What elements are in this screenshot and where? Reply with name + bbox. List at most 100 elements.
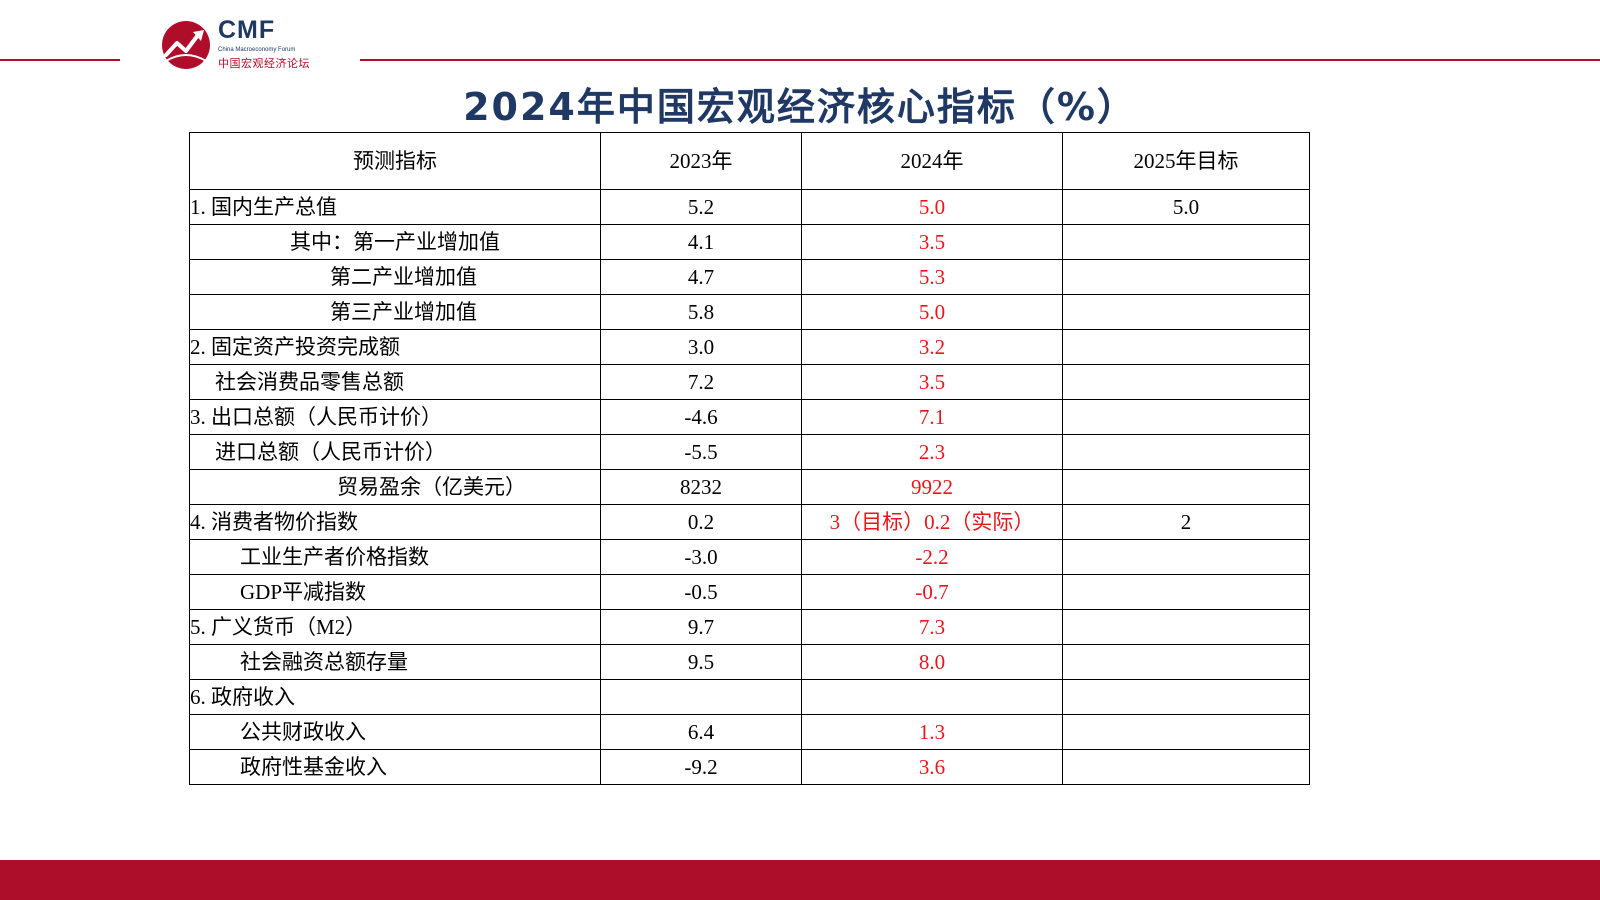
table-row: 社会融资总额存量 9.5 8.0 (189, 644, 1310, 680)
page-title: 2024年中国宏观经济核心指标（%） (463, 85, 1137, 129)
value-2023: 9.7 (600, 609, 802, 645)
table-row: 第三产业增加值 5.8 5.0 (189, 294, 1310, 330)
value-2023: 5.2 (600, 189, 802, 225)
indicator-label: 社会融资总额存量 (189, 644, 601, 680)
cmf-logo-icon (162, 21, 210, 69)
table-row: 6. 政府收入 (189, 679, 1310, 715)
logo-subtitle-en: China Macroeconomy Forum (218, 47, 296, 53)
value-2024: 3.5 (801, 224, 1063, 260)
value-2023: -3.0 (600, 539, 802, 575)
footer-bar (0, 860, 1600, 900)
value-2023: 9.5 (600, 644, 802, 680)
value-2023: -0.5 (600, 574, 802, 610)
table-row: 其中：第一产业增加值 4.1 3.5 (189, 224, 1310, 260)
value-2023: -4.6 (600, 399, 802, 435)
indicator-label: 6. 政府收入 (189, 679, 601, 715)
value-2023: -9.2 (600, 749, 802, 785)
value-2025-target (1062, 434, 1310, 470)
logo-brand: CMF (218, 16, 276, 44)
value-2025-target (1062, 364, 1310, 400)
table-row: 公共财政收入 6.4 1.3 (189, 714, 1310, 750)
cmf-logo: CMF China Macroeconomy Forum 中国宏观经济论坛 (160, 16, 360, 72)
table-row: 1. 国内生产总值 5.2 5.0 5.0 (189, 189, 1310, 225)
value-2023: -5.5 (600, 434, 802, 470)
table-row: 贸易盈余（亿美元） 8232 9922 (189, 469, 1310, 505)
value-2024: 3.5 (801, 364, 1063, 400)
value-2025-target (1062, 399, 1310, 435)
value-2023: 8232 (600, 469, 802, 505)
value-2025-target (1062, 259, 1310, 295)
value-2024: 5.0 (801, 189, 1063, 225)
value-2024: 1.3 (801, 714, 1063, 750)
table-row: 3. 出口总额（人民币计价） -4.6 7.1 (189, 399, 1310, 435)
value-2025-target: 5.0 (1062, 189, 1310, 225)
value-2024: 8.0 (801, 644, 1063, 680)
indicator-label: 工业生产者价格指数 (189, 539, 601, 575)
value-2025-target (1062, 609, 1310, 645)
value-2025-target (1062, 644, 1310, 680)
value-2024: 3.2 (801, 329, 1063, 365)
header-rule-right (360, 59, 1600, 61)
table-row: 第二产业增加值 4.7 5.3 (189, 259, 1310, 295)
value-2023: 4.1 (600, 224, 802, 260)
value-2024: 5.0 (801, 294, 1063, 330)
table-row: 工业生产者价格指数 -3.0 -2.2 (189, 539, 1310, 575)
value-2024: -0.7 (801, 574, 1063, 610)
indicator-label: 2. 固定资产投资完成额 (189, 329, 601, 365)
value-2025-target (1062, 294, 1310, 330)
value-2024: 3.6 (801, 749, 1063, 785)
indicator-label: 5. 广义货币（M2） (189, 609, 601, 645)
logo-subtitle-cn: 中国宏观经济论坛 (218, 57, 310, 70)
value-2024: 7.3 (801, 609, 1063, 645)
indicator-label: 贸易盈余（亿美元） (189, 469, 601, 505)
header-2024: 2024年 (801, 132, 1063, 190)
value-2023: 4.7 (600, 259, 802, 295)
value-2025-target (1062, 329, 1310, 365)
table-row: 2. 固定资产投资完成额 3.0 3.2 (189, 329, 1310, 365)
indicator-label: 进口总额（人民币计价） (189, 434, 601, 470)
table-row: 政府性基金收入 -9.2 3.6 (189, 749, 1310, 785)
value-2023: 5.8 (600, 294, 802, 330)
value-2024: 7.1 (801, 399, 1063, 435)
indicator-label: 第三产业增加值 (189, 294, 601, 330)
value-2025-target (1062, 469, 1310, 505)
indicator-label: 1. 国内生产总值 (189, 189, 601, 225)
table-row: 4. 消费者物价指数 0.2 3（目标）0.2（实际） 2 (189, 504, 1310, 540)
header-2023: 2023年 (600, 132, 802, 190)
table-row: GDP平减指数 -0.5 -0.7 (189, 574, 1310, 610)
indicator-label: 4. 消费者物价指数 (189, 504, 601, 540)
value-2024: 2.3 (801, 434, 1063, 470)
header-indicator: 预测指标 (189, 132, 601, 190)
value-2023 (600, 679, 802, 715)
value-2025-target (1062, 679, 1310, 715)
value-2024 (801, 679, 1063, 715)
table-row: 进口总额（人民币计价） -5.5 2.3 (189, 434, 1310, 470)
table-row: 社会消费品零售总额 7.2 3.5 (189, 364, 1310, 400)
indicator-label: 社会消费品零售总额 (189, 364, 601, 400)
indicator-label: 公共财政收入 (189, 714, 601, 750)
value-2024: -2.2 (801, 539, 1063, 575)
value-2025-target: 2 (1062, 504, 1310, 540)
value-2023: 6.4 (600, 714, 802, 750)
value-2025-target (1062, 749, 1310, 785)
value-2023: 7.2 (600, 364, 802, 400)
header-2025-target: 2025年目标 (1062, 132, 1310, 190)
indicator-label: GDP平减指数 (189, 574, 601, 610)
header-rule-left (0, 59, 120, 61)
value-2025-target (1062, 224, 1310, 260)
value-2025-target (1062, 714, 1310, 750)
value-2024: 9922 (801, 469, 1063, 505)
value-2025-target (1062, 574, 1310, 610)
indicator-label: 第二产业增加值 (189, 259, 601, 295)
indicator-table: 预测指标 2023年 2024年 2025年目标 1. 国内生产总值 5.2 5… (189, 132, 1310, 785)
value-2023: 3.0 (600, 329, 802, 365)
indicator-label: 其中：第一产业增加值 (189, 224, 601, 260)
value-2024: 3（目标）0.2（实际） (801, 504, 1063, 540)
value-2025-target (1062, 539, 1310, 575)
value-2023: 0.2 (600, 504, 802, 540)
table-row: 5. 广义货币（M2） 9.7 7.3 (189, 609, 1310, 645)
value-2024: 5.3 (801, 259, 1063, 295)
table-header-row: 预测指标 2023年 2024年 2025年目标 (189, 132, 1310, 190)
indicator-label: 政府性基金收入 (189, 749, 601, 785)
indicator-label: 3. 出口总额（人民币计价） (189, 399, 601, 435)
